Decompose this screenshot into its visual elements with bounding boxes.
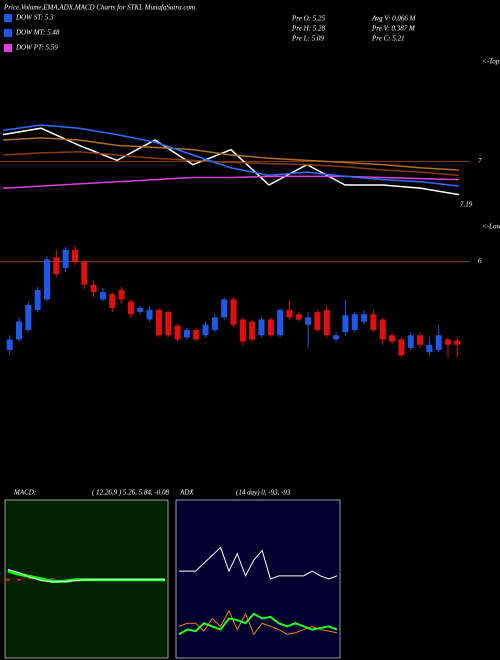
candle-body: [258, 319, 265, 336]
candle-body: [137, 307, 144, 313]
candle-body: [351, 314, 358, 330]
candle-body: [221, 299, 228, 318]
candle-body: [43, 259, 50, 300]
line: [2, 127, 460, 196]
chart-title: Price,Volume,EMA,ADX,MACD Charts for STK…: [3, 4, 195, 12]
candle-body: [426, 344, 433, 353]
legend-swatch: [4, 29, 12, 37]
legend-label: DOW MT: 5.48: [15, 29, 60, 37]
legend-label: DOW PT: 5.59: [15, 44, 58, 52]
candle-body: [230, 299, 237, 325]
line: [178, 609, 338, 636]
candle-body: [146, 310, 153, 320]
candle-body: [118, 290, 125, 300]
candle-body: [165, 312, 172, 336]
legend-swatch: [4, 14, 12, 22]
stat: Pre V: 0.387 M: [371, 25, 416, 33]
candle-body: [53, 257, 60, 275]
candle-body: [407, 335, 414, 348]
candle-body: [25, 304, 32, 330]
line: [2, 175, 460, 189]
legend-label: DOW ST: 5.3: [15, 14, 54, 22]
candle-body: [62, 250, 69, 268]
candle-body: [6, 339, 13, 350]
histogram-bar: [6, 579, 10, 581]
candle-body: [342, 315, 349, 333]
candle-body: [71, 250, 78, 262]
candle-body: [435, 335, 442, 350]
candle-body: [155, 310, 162, 336]
candle-body: [249, 321, 256, 340]
candle-body: [174, 325, 181, 340]
candle-body: [81, 261, 88, 285]
macd-title: MACD:: [13, 489, 36, 497]
panel-background: [175, 499, 341, 659]
candle-body: [295, 314, 302, 320]
line: [179, 546, 338, 580]
side-label: <-Tops: [482, 58, 500, 66]
candle-body: [305, 317, 312, 325]
candle-body: [267, 319, 274, 336]
candle-body: [34, 290, 41, 310]
candle-body: [454, 340, 461, 345]
candle-body: [389, 335, 396, 342]
adx-title: ADX: [179, 489, 194, 497]
candle-body: [286, 310, 293, 318]
macd-subtitle: ( 12,26,9 ) 5.26, 5.84, -0.08: [92, 489, 169, 497]
y-tick-label: 7: [478, 157, 482, 165]
candle-body: [90, 284, 97, 293]
stat: Pre L: 5.09: [291, 35, 324, 43]
line: [7, 569, 165, 583]
line: [2, 151, 460, 177]
candle-body: [15, 321, 22, 340]
stat: Pre H: 5.28: [291, 25, 325, 33]
candle-body: [370, 314, 377, 330]
candle-body: [398, 339, 405, 356]
legend-swatch: [4, 44, 12, 52]
candle-body: [445, 339, 452, 345]
candle-body: [314, 312, 321, 330]
stat: Avg V: 0.066 M: [371, 15, 417, 23]
candle-body: [193, 330, 200, 340]
candle-body: [361, 314, 368, 322]
line: [2, 137, 460, 171]
candle-body: [99, 292, 106, 300]
candle-body: [109, 294, 116, 308]
candle-body: [127, 301, 134, 315]
candle-body: [202, 324, 209, 336]
line: [178, 612, 338, 636]
candle-body: [417, 335, 424, 345]
candle-body: [379, 319, 386, 340]
histogram-bar: [17, 579, 22, 581]
candle-body: [239, 319, 246, 342]
line: [2, 124, 460, 187]
adx-subtitle: (14 day) 0, -93, -93: [236, 489, 291, 497]
y-tick-label: 6: [478, 257, 482, 265]
stat: Pre O: 5.25: [291, 15, 325, 23]
side-label: <-Lows: [482, 223, 500, 231]
histogram-bar: [28, 578, 33, 579]
candle-body: [211, 317, 218, 330]
candle-body: [333, 335, 340, 340]
stat: Pre C: 5.21: [371, 35, 405, 43]
candle-body: [183, 330, 190, 338]
candle-body: [277, 310, 284, 336]
candle-body: [323, 310, 330, 336]
annotation: 7.19: [460, 201, 473, 209]
histogram-bar: [50, 578, 55, 579]
